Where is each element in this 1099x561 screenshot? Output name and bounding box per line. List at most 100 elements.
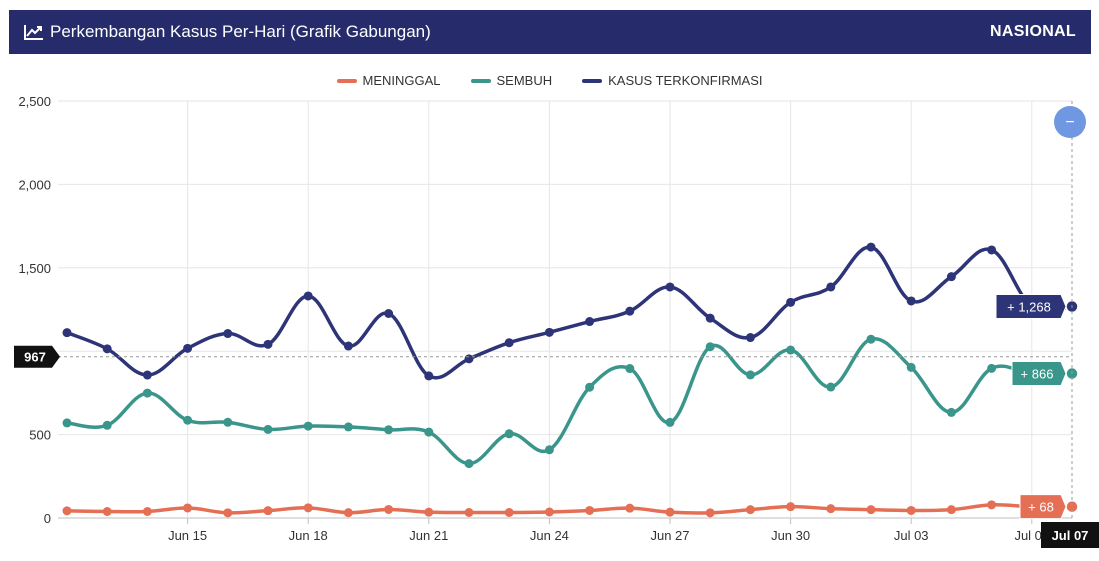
data-point-kasus-terkonfirmasi (826, 282, 836, 292)
crosshair-x-label-text: Jul 07 (1052, 528, 1089, 543)
data-point-meninggal (544, 507, 554, 517)
value-tag-text-meninggal: + 68 (1028, 500, 1054, 515)
data-point-meninggal (102, 506, 112, 516)
value-tag-bg-kasus-terkonfirmasi (995, 293, 1067, 319)
legend-label-kasus-terkonfirmasi: KASUS TERKONFIRMASI (608, 73, 763, 88)
data-point-kasus-terkonfirmasi (102, 344, 112, 354)
data-point-kasus-terkonfirmasi (745, 333, 755, 343)
data-point-kasus-terkonfirmasi (384, 309, 394, 319)
data-point-sembuh (906, 362, 916, 372)
data-point-sembuh (62, 418, 72, 428)
data-point-kasus-terkonfirmasi (303, 291, 313, 301)
data-point-meninggal (625, 503, 635, 513)
data-point-kasus-terkonfirmasi (504, 338, 514, 348)
data-point-kasus-terkonfirmasi (946, 272, 956, 282)
data-point-kasus-terkonfirmasi (705, 313, 715, 323)
data-point-meninggal (303, 503, 313, 513)
data-point-meninggal (142, 506, 152, 516)
legend-swatch-kasus-terkonfirmasi (582, 78, 603, 83)
minus-icon: − (1065, 114, 1074, 131)
chart-header: Perkembangan Kasus Per-Hari (Grafik Gabu… (9, 10, 1091, 54)
data-point-sembuh (384, 425, 394, 435)
value-tag-bg-sembuh (1011, 361, 1067, 387)
chart-title-text: Perkembangan Kasus Per-Hari (Grafik Gabu… (50, 22, 431, 41)
data-point-sembuh (464, 459, 474, 469)
zoom-out-button[interactable]: − (1054, 106, 1086, 138)
data-point-meninggal (263, 506, 273, 516)
data-point-sembuh (544, 445, 554, 455)
data-point-sembuh (866, 334, 876, 344)
data-point-sembuh (303, 421, 313, 431)
data-point-kasus-terkonfirmasi (786, 297, 796, 307)
data-point-sembuh (102, 420, 112, 430)
legend-swatch-sembuh (470, 78, 491, 83)
legend-item-kasus-terkonfirmasi[interactable]: KASUS TERKONFIRMASI (582, 73, 762, 88)
data-point-sembuh (142, 388, 152, 398)
data-point-meninggal (866, 505, 876, 515)
region-label: NASIONAL (990, 23, 1076, 40)
zoom-out-button-bg (1054, 106, 1086, 138)
data-point-kasus-terkonfirmasi (665, 282, 675, 292)
data-point-sembuh (263, 424, 273, 434)
data-point-meninggal (786, 502, 796, 512)
y-tick-label: 0 (44, 511, 51, 526)
x-axis: Jun 15 Jun 18 Jun 21 Jun 24 Jun 27 Jun 30 Jul … (168, 518, 1049, 543)
x-tick-label: Jun 21 (409, 528, 448, 543)
crosshair-y-label-text: 967 (24, 350, 46, 365)
legend-label-sembuh: SEMBUH (496, 73, 553, 88)
legend-item-sembuh[interactable]: SEMBUH (470, 73, 553, 88)
data-point-sembuh (625, 364, 635, 374)
data-point-meninggal (223, 508, 233, 518)
data-point-meninggal (906, 505, 916, 515)
series-line-kasus-terkonfirmasi (66, 245, 1073, 380)
data-point-meninggal (464, 507, 474, 517)
legend-item-meninggal[interactable]: MENINGGAL (336, 73, 441, 88)
series-line-sembuh (66, 337, 1073, 466)
data-point-kasus-terkonfirmasi (464, 354, 474, 364)
chart-series (62, 242, 1079, 518)
data-point-meninggal (745, 505, 755, 515)
data-point-meninggal (946, 505, 956, 515)
data-point-meninggal (343, 508, 353, 518)
data-point-kasus-terkonfirmasi (142, 370, 152, 380)
value-tag-meninggal: + 68 (1019, 494, 1067, 520)
x-tick-label: Jun 27 (650, 528, 689, 543)
data-point-meninggal (665, 507, 675, 517)
chart-overlay: 967 Jul 07 + 1,268 + 866 + 68 − (14, 101, 1099, 548)
data-point-meninggal (826, 504, 836, 514)
data-point-kasus-terkonfirmasi (183, 343, 193, 353)
data-point-sembuh (745, 370, 755, 380)
data-point-sembuh (665, 417, 675, 427)
legend-swatch-meninggal (336, 78, 357, 83)
crosshair-y-label-bg (14, 345, 60, 368)
crosshair-y-label: 967 (14, 345, 60, 368)
data-point-sembuh (223, 417, 233, 427)
data-point-kasus-terkonfirmasi (223, 329, 233, 339)
y-tick-label: 2,500 (18, 94, 51, 109)
crosshair-x-label-bg (1041, 522, 1099, 548)
data-point-sembuh (987, 363, 997, 373)
data-point-kasus-terkonfirmasi (263, 339, 273, 349)
x-tick-label: Jun 24 (530, 528, 569, 543)
x-tick-label: Jul 06 (1014, 528, 1049, 543)
value-tag-kasus-terkonfirmasi: + 1,268 (995, 293, 1067, 319)
data-point-sembuh (705, 342, 715, 352)
data-point-sembuh (585, 382, 595, 392)
data-point-kasus-terkonfirmasi (585, 317, 595, 327)
data-point-kasus-terkonfirmasi (62, 328, 72, 338)
data-point-sembuh (504, 429, 514, 439)
data-point-meninggal (384, 504, 394, 514)
x-tick-label: Jun 15 (168, 528, 207, 543)
y-tick-label: 500 (29, 428, 51, 443)
data-point-kasus-terkonfirmasi (544, 327, 554, 337)
data-point-sembuh (343, 422, 353, 432)
data-point-kasus-terkonfirmasi (906, 296, 916, 306)
data-point-sembuh (826, 382, 836, 392)
value-tag-text-sembuh: + 866 (1021, 367, 1054, 382)
x-tick-label: Jul 03 (894, 528, 929, 543)
data-point-kasus-terkonfirmasi (343, 341, 353, 351)
crosshair-x-label: Jul 07 (1041, 522, 1099, 548)
value-tag-sembuh: + 866 (1011, 361, 1067, 387)
